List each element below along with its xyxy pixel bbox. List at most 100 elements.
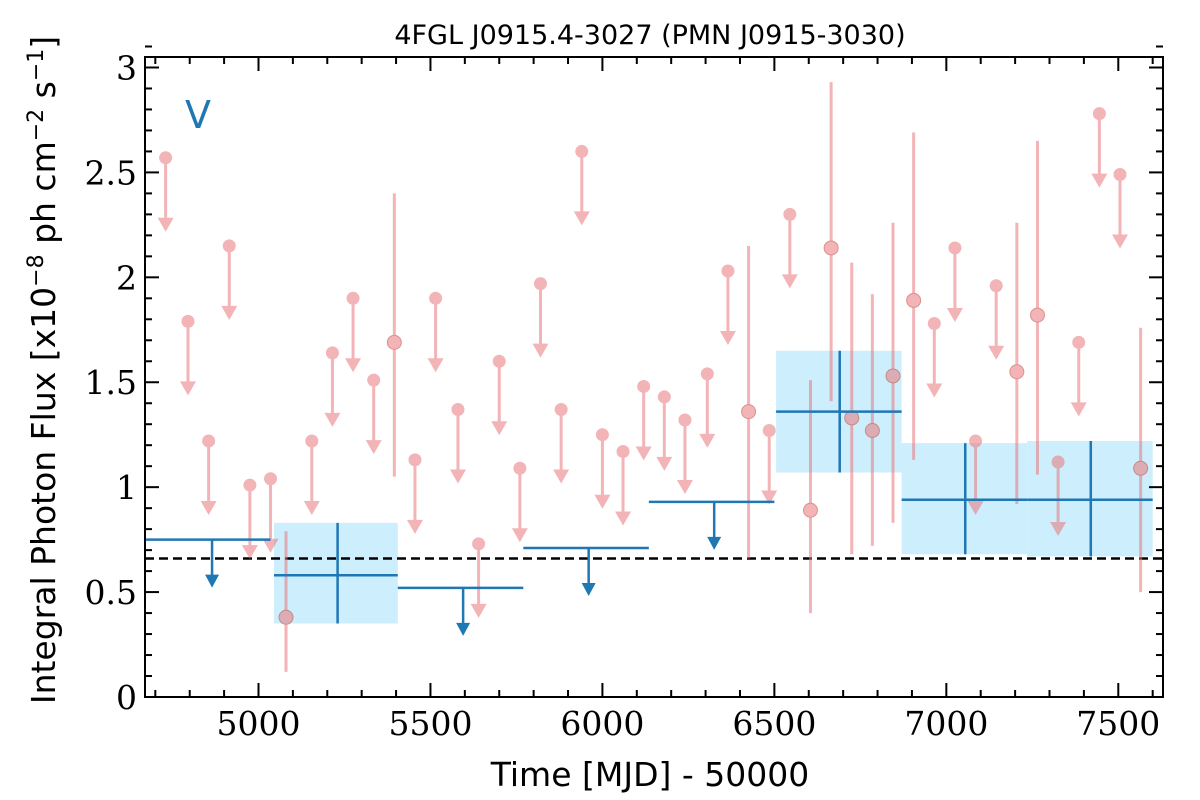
upper-limit-point	[721, 264, 735, 278]
upper-limit-point	[513, 461, 527, 475]
detection-point	[741, 404, 757, 420]
upper-limit-marker	[427, 291, 444, 373]
upper-limit-marker	[719, 264, 736, 346]
chart-title: 4FGL J0915.4-3027 (PMN J0915-3030)	[394, 20, 905, 51]
upper-limit-marker	[553, 403, 570, 484]
upper-limit-point	[1092, 107, 1106, 121]
upper-limit-marker	[676, 413, 693, 495]
upper-limit-arrow	[345, 358, 362, 373]
upper-limit-marker	[594, 428, 611, 509]
upper-limit-marker	[470, 537, 487, 618]
detection-point	[885, 368, 901, 384]
upper-limit-point	[616, 444, 630, 458]
upper-limit-point	[408, 453, 422, 467]
detection-point	[1009, 364, 1025, 380]
detection-point	[386, 334, 402, 350]
upper-limit-arrow	[241, 545, 258, 560]
upper-limit-arrow	[449, 469, 466, 484]
upper-limit-arrow	[656, 456, 673, 471]
detection-point	[844, 410, 860, 426]
upper-limit-marker	[946, 241, 963, 322]
upper-limit-point	[595, 428, 609, 442]
upper-limit-arrow	[179, 381, 196, 396]
upper-limit-marker	[573, 144, 590, 226]
upper-limit-marker	[967, 434, 984, 515]
upper-limit-marker	[699, 367, 716, 448]
upper-limit-marker	[532, 277, 549, 358]
upper-limit-point	[1051, 455, 1065, 469]
upper-limit-point	[346, 291, 360, 305]
y-tick-label: 0.5	[85, 573, 137, 612]
upper-limit-point	[181, 314, 195, 328]
upper-limit-point	[969, 434, 983, 448]
detection-point	[1133, 460, 1149, 476]
upper-limit-marker	[511, 461, 528, 543]
upper-limit-arrow	[615, 511, 632, 526]
upper-limit-arrow	[594, 494, 611, 509]
upper-limit-point	[264, 472, 278, 486]
detection-marker	[802, 380, 818, 614]
upper-limit-marker	[365, 373, 382, 455]
detection-point	[1029, 307, 1045, 323]
upper-limit-marker	[406, 453, 423, 534]
upper-limit-marker	[615, 444, 632, 526]
upper-limit-point	[159, 151, 173, 165]
upper-limit-marker	[157, 151, 174, 232]
upper-limit-point	[202, 434, 216, 448]
upper-limit-arrow	[262, 538, 279, 553]
upper-limit-point	[429, 291, 443, 305]
upper-limit-marker	[179, 314, 196, 396]
upper-limit-point	[678, 413, 692, 427]
upper-limit-point	[554, 403, 568, 417]
upper-limit-marker	[988, 279, 1005, 360]
upper-limit-arrow	[761, 490, 778, 505]
long-bin-error-box	[273, 522, 398, 624]
x-tick-label: 6000	[560, 704, 644, 743]
upper-limit-point	[305, 434, 319, 448]
upper-limit-arrow	[967, 501, 984, 515]
upper-limit-arrow	[553, 469, 570, 484]
upper-limit-point	[700, 367, 714, 381]
upper-limit-marker	[200, 434, 217, 515]
upper-limit-marker	[1070, 335, 1087, 417]
upper-limit-arrow	[719, 331, 736, 346]
upper-limit-point	[472, 537, 486, 551]
upper-limit-arrow	[1112, 234, 1129, 249]
x-tick-label: 5000	[217, 704, 301, 743]
detection-marker	[386, 193, 402, 477]
y-tick-label: 0	[116, 678, 137, 717]
detection-marker	[741, 245, 757, 559]
upper-limit-point	[657, 390, 671, 404]
upper-limit-arrow	[988, 345, 1005, 360]
upper-limit-arrow	[491, 421, 508, 436]
upper-limit-point	[534, 277, 548, 291]
y-tick-label: 2.5	[85, 153, 137, 192]
upper-limit-point	[367, 373, 381, 387]
upper-limit-arrow	[676, 480, 693, 495]
upper-limit-arrow	[1091, 173, 1108, 188]
upper-limit-marker	[1050, 455, 1067, 536]
upper-limit-point	[222, 239, 236, 253]
upper-limit-arrow	[157, 217, 174, 232]
upper-limit-arrow	[946, 307, 963, 322]
upper-limit-arrow	[470, 603, 487, 618]
detection-point	[864, 423, 880, 439]
detection-point	[802, 502, 818, 518]
upper-limit-arrow	[1050, 521, 1067, 536]
upper-limit-arrow	[200, 501, 217, 515]
long-bin-upper-limit-arrow	[456, 622, 471, 636]
upper-limit-marker	[656, 390, 673, 471]
upper-limit-point	[1113, 168, 1127, 182]
upper-limit-marker	[449, 403, 466, 484]
upper-limit-marker	[491, 354, 508, 436]
upper-limit-marker	[1091, 107, 1108, 188]
upper-limit-point	[575, 144, 589, 158]
detection-point	[278, 609, 294, 625]
upper-limit-arrow	[781, 274, 798, 289]
upper-limit-arrow	[926, 383, 943, 398]
upper-limit-marker	[221, 239, 238, 320]
long-bin-upper-limit-arrow	[581, 583, 596, 597]
upper-limit-arrow	[1070, 402, 1087, 417]
x-tick-label: 7500	[1076, 704, 1160, 743]
